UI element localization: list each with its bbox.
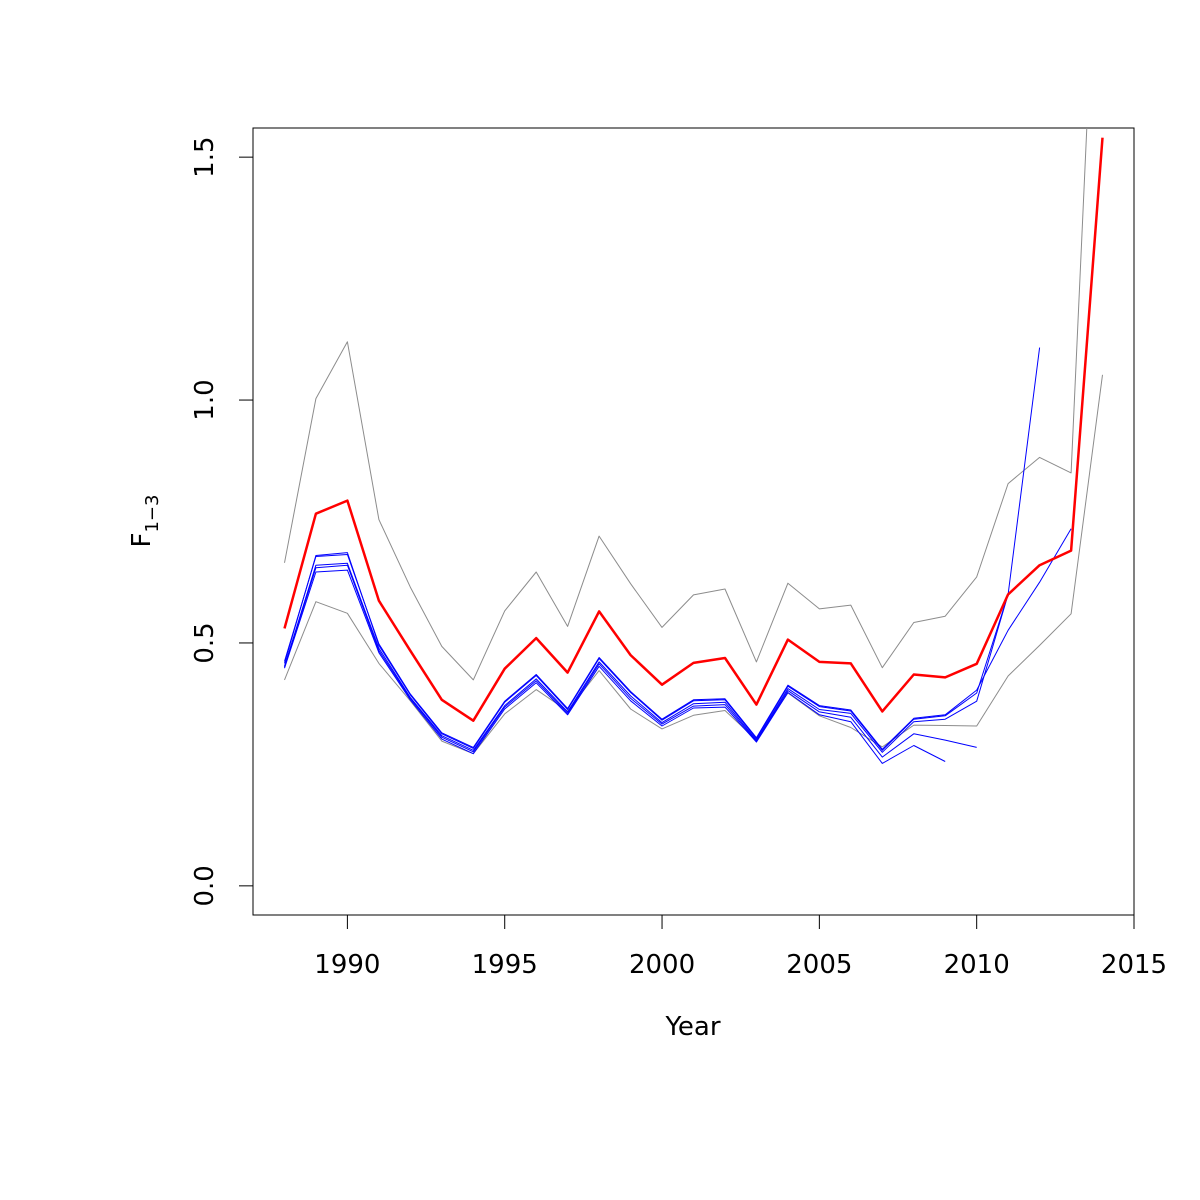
series-line-retro-4 bbox=[284, 347, 1041, 751]
series-line-retro-6 bbox=[284, 564, 977, 758]
series-line-estimate-0 bbox=[283, 137, 1104, 722]
series-line-lower-2 bbox=[284, 374, 1103, 755]
y-tick-label: 1.5 bbox=[190, 136, 220, 177]
y-axis-title-subscript: 1−3 bbox=[142, 495, 163, 533]
y-tick-label: 0.5 bbox=[190, 622, 220, 663]
series-line-retro-5 bbox=[284, 562, 1009, 753]
y-axis: 0.0 0.5 1.0 1.5 bbox=[190, 136, 254, 907]
x-tick-label: 2010 bbox=[944, 950, 1010, 980]
series-line-upper-1 bbox=[284, 128, 1088, 681]
y-tick-label: 0.0 bbox=[190, 865, 220, 906]
x-tick-label: 2015 bbox=[1101, 950, 1167, 980]
x-tick-label: 1995 bbox=[472, 950, 538, 980]
x-tick-label: 1990 bbox=[314, 950, 380, 980]
series-line-retro-3 bbox=[284, 528, 1072, 750]
x-axis-title: Year bbox=[664, 1012, 720, 1042]
y-axis-title: F1−3 bbox=[127, 495, 163, 548]
series-line-retro-7 bbox=[284, 569, 946, 764]
y-axis-title-main: F bbox=[127, 533, 157, 548]
x-tick-label: 2005 bbox=[786, 950, 852, 980]
y-tick-label: 1.0 bbox=[190, 379, 220, 420]
x-tick-label: 2000 bbox=[629, 950, 695, 980]
x-axis: 1990 1995 2000 2005 2010 2015 bbox=[314, 914, 1167, 980]
plot-frame bbox=[252, 127, 1135, 916]
series-group bbox=[283, 128, 1104, 764]
